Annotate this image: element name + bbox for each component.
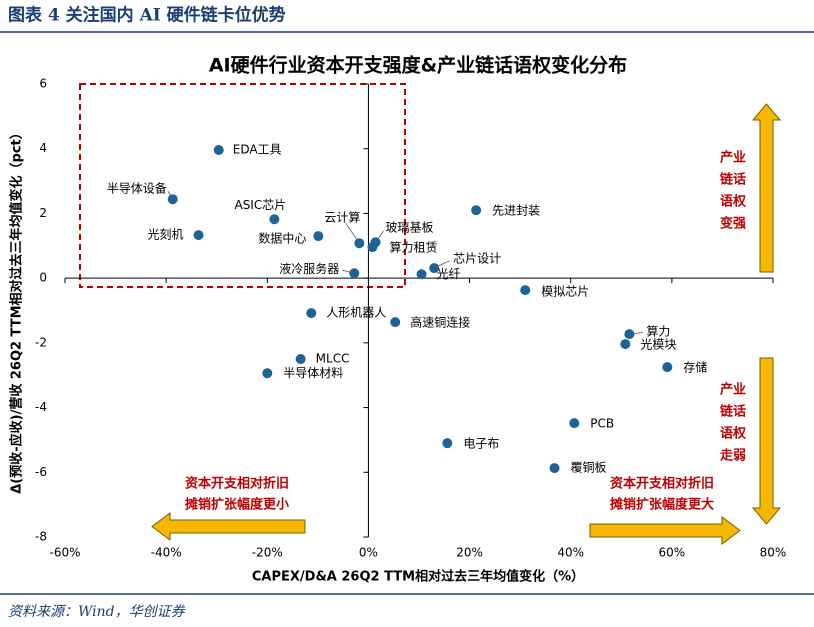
point-label: 光模块 xyxy=(640,338,676,352)
annotation: 链话 xyxy=(719,404,746,420)
point xyxy=(193,230,204,241)
y-tick-label: -2 xyxy=(35,335,47,349)
point-label: 液冷服务器 xyxy=(279,261,339,276)
x-tick-label: 80% xyxy=(760,546,787,560)
x-tick-label: 40% xyxy=(557,546,584,560)
point-label: 算力 xyxy=(646,324,670,339)
point xyxy=(269,214,280,225)
point-label: 光刻机 xyxy=(147,228,183,242)
point-label: MLCC xyxy=(316,352,350,366)
point-label: 半导体材料 xyxy=(283,366,343,380)
point-label: 电子布 xyxy=(463,437,499,451)
point-label: EDA工具 xyxy=(233,143,282,157)
point xyxy=(416,269,427,280)
point xyxy=(167,194,178,205)
y-axis-title: Δ(预收-应收)/营收 26Q2 TTM相对过去三年均值变化（pct） xyxy=(9,126,25,494)
y-tick-label: -4 xyxy=(35,400,47,414)
annotation: 摊销扩张幅度更小 xyxy=(185,497,289,513)
annotation: 语权 xyxy=(720,426,747,442)
point xyxy=(390,317,401,328)
arrow-down xyxy=(751,357,782,525)
x-axis-title: CAPEX/D&A 26Q2 TTM相对过去三年均值变化（%） xyxy=(252,569,584,585)
point-label: 人形机器人 xyxy=(326,306,386,320)
point-label: 算力租赁 xyxy=(389,240,437,255)
point-label: 光纤 xyxy=(437,267,461,281)
point xyxy=(349,268,360,279)
point xyxy=(367,242,378,253)
header-title: 图表 4 关注国内 AI 硬件链卡位优势 xyxy=(8,5,286,26)
point xyxy=(471,205,482,216)
point xyxy=(442,438,453,449)
point-label: 先进封装 xyxy=(492,204,540,218)
point-label: ASIC芯片 xyxy=(234,198,286,212)
x-tick-label: 60% xyxy=(659,546,686,560)
point-label: 数据中心 xyxy=(258,231,306,246)
point-label: 高速铜连接 xyxy=(410,315,470,330)
point xyxy=(429,263,440,274)
point-label: 存储 xyxy=(683,360,707,375)
y-tick-label: 0 xyxy=(39,271,47,285)
annotation: 产业 xyxy=(720,382,746,398)
point xyxy=(549,463,560,474)
point-label: 芯片设计 xyxy=(453,252,501,266)
point xyxy=(620,339,631,350)
annotation: 产业 xyxy=(720,150,746,166)
point-label: 玻璃基板 xyxy=(386,221,434,235)
annotation: 链话 xyxy=(719,172,746,188)
point xyxy=(313,231,324,242)
x-tick-label: 0% xyxy=(359,546,378,560)
y-tick-label: 2 xyxy=(39,206,47,220)
point xyxy=(569,418,580,429)
annotation: 走弱 xyxy=(720,448,746,464)
y-tick-label: -6 xyxy=(35,465,47,479)
point xyxy=(295,354,306,365)
x-tick-label: -60% xyxy=(49,546,80,560)
point xyxy=(354,238,365,249)
point xyxy=(262,368,273,379)
point xyxy=(662,362,673,373)
point-label: PCB xyxy=(590,417,614,431)
y-tick-label: -8 xyxy=(35,530,47,544)
annotation: 语权 xyxy=(720,194,747,210)
point xyxy=(624,329,635,340)
annotation: 资本开支相对折旧 xyxy=(185,476,289,492)
point-label: 覆铜板 xyxy=(571,460,607,475)
highlight-box xyxy=(79,83,406,288)
annotation: 变强 xyxy=(720,216,746,232)
point-label: 模拟芯片 xyxy=(541,285,589,299)
point xyxy=(306,308,317,319)
x-tick-label: -20% xyxy=(252,546,283,560)
arrow-right xyxy=(589,516,741,545)
chart-title: AI硬件行业资本开支强度&产业链话语权变化分布 xyxy=(209,54,627,77)
y-tick-label: 4 xyxy=(39,141,47,155)
x-tick-label: 20% xyxy=(456,546,483,560)
x-tick-label: -40% xyxy=(151,546,182,560)
point xyxy=(520,285,531,296)
annotation: 资本开支相对折旧 xyxy=(610,476,714,492)
point-label: 半导体设备 xyxy=(107,182,167,196)
annotation: 摊销扩张幅度更大 xyxy=(610,497,714,513)
arrow-up xyxy=(751,103,782,273)
point-label: 云计算 xyxy=(324,210,360,225)
point xyxy=(213,145,224,156)
y-tick-label: 6 xyxy=(39,77,47,91)
source: 资料来源：Wind，华创证券 xyxy=(8,604,186,620)
arrow-left xyxy=(151,512,306,541)
